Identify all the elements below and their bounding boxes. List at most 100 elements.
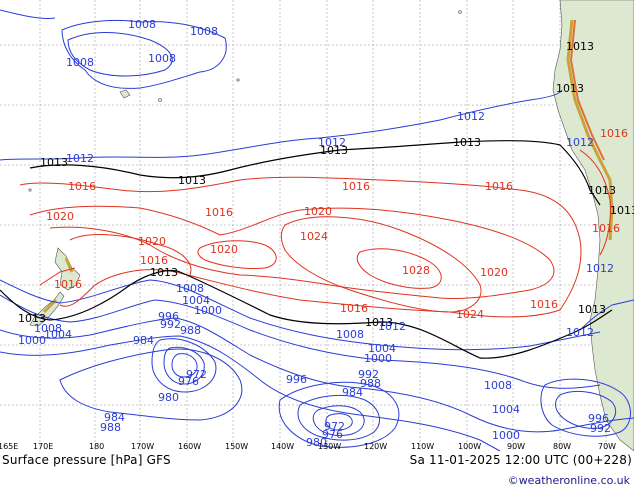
isobar-label: 1004 [182,294,210,307]
isobar-label: 988 [100,421,121,434]
isobar-label: 1000 [18,334,46,347]
isobar-label: 1024 [300,230,328,243]
isobar-label: 1008 [336,328,364,341]
isobar-label: 1008 [484,379,512,392]
isobar-label: 1028 [402,264,430,277]
lon-label: 100W [458,442,481,451]
isobar-label: 976 [322,428,343,441]
isobar-label: 996 [588,412,609,425]
isobar-label: 1013 [150,266,178,279]
andes-terrain [42,19,614,314]
isobar-label: 976 [178,375,199,388]
isobar-label: 1012 [457,110,485,123]
isobar-label: 1016 [340,302,368,315]
lon-label: 70W [598,442,616,451]
isobar-label: 988 [180,324,201,337]
isobar-label: 1008 [66,56,94,69]
isobar-label: 1013 [588,184,616,197]
isobar-label: 988 [360,377,381,390]
coast-labels: 1013 1013 1013 1013 [556,40,634,217]
isobar-label: 1000 [492,429,520,442]
isobar-label: 1016 [600,127,628,140]
isobar-label: 996 [286,373,307,386]
isobar-label: 1008 [34,322,62,335]
isobar-label: 1012 [566,136,594,149]
lon-label: 110W [411,442,434,451]
isobar-label: 1013 [566,40,594,53]
isobar-label: 984 [104,411,125,424]
isobar-label: 1004 [368,342,396,355]
isobar-label: 1008 [190,25,218,38]
isobar-label: 1020 [138,235,166,248]
isobar-label: 1000 [194,304,222,317]
isobar-label: 1020 [304,205,332,218]
isobar-label: 1008 [148,52,176,65]
isobar-label: 1013 [453,136,481,149]
isobar-label: 1004 [492,403,520,416]
isobar-label: 1016 [205,206,233,219]
isobar-label: 972 [324,420,345,433]
isobar-label: 1020 [480,266,508,279]
isobar-label: 1013 [40,156,68,169]
isobar-label: 1016 [592,222,620,235]
isobar-label: 1008 [176,282,204,295]
island-fiji [119,89,131,99]
lon-label: 180 [89,442,104,451]
lat-lon-grid [0,0,634,451]
isobar-label: 1013 [178,174,206,187]
isobar-label: 992 [160,318,181,331]
longitude-axis: 165E 170E 180 170W 160W 150W 140W 130W 1… [0,442,616,451]
isobar-label: 1012 [66,152,94,165]
isobar-label: 980 [306,436,327,449]
lon-label: 140W [271,442,294,451]
footer-bar [0,451,634,490]
high-pressure-isobars [19,149,611,318]
lon-label: 120W [364,442,387,451]
isobar-label: 984 [133,334,154,347]
isobar-label: 1012 [586,262,614,275]
isobar-label: 1008 [128,18,156,31]
lon-label: 80W [553,442,571,451]
map-title: Surface pressure [hPa] GFS [2,453,171,467]
isobar-label: 1000 [364,352,392,365]
isobar-label: 1013 [365,316,393,329]
lon-label: 90W [507,442,525,451]
low-pressure-isobars [0,9,634,452]
lon-label: 130W [318,442,341,451]
ocean-background [0,0,634,451]
isobar-label: 1016 [342,180,370,193]
isobar-label: 1016 [530,298,558,311]
isobar-label: 1024 [456,308,484,321]
isobar-label: 1013 [578,303,606,316]
isobar-label: 1012 [566,326,594,339]
isobar-label: 1012 [378,320,406,333]
isobar-label: 1013 [556,82,584,95]
isobar-label: 992 [358,368,379,381]
isobar-label: 1020 [46,210,74,223]
isobar-label: 1013 [610,204,634,217]
isobar-label: 1016 [140,254,168,267]
contour-labels: 1013 1013 1013 1013 1013 1013 1013 1013 … [18,18,628,449]
isobar-label: 992 [590,422,611,435]
isobar-label: 1020 [210,243,238,256]
isobar-label: 980 [158,391,179,404]
isobar-label: 1016 [54,278,82,291]
isobar-label: 1016 [485,180,513,193]
reference-isobar-1013 [0,140,613,359]
valid-time: Sa 11-01-2025 12:00 UTC (00+228) [409,453,632,467]
south-america-land [552,0,634,452]
isobar-label: 1016 [68,180,96,193]
isobar-label: 984 [342,386,363,399]
isobar-label: 1013 [18,312,46,325]
isobar-label: 1004 [44,328,72,341]
lon-label: 170W [131,442,154,451]
isobar-label: 996 [158,310,179,323]
lon-label: 165E [0,442,18,451]
lon-label: 160W [178,442,201,451]
isobar-label: 1012 [318,136,346,149]
lon-label: 150W [225,442,248,451]
isobar-label: 1013 [320,144,348,157]
credit-link[interactable]: ©weatheronline.co.uk [507,474,630,487]
isobar-label: 972 [186,368,207,381]
